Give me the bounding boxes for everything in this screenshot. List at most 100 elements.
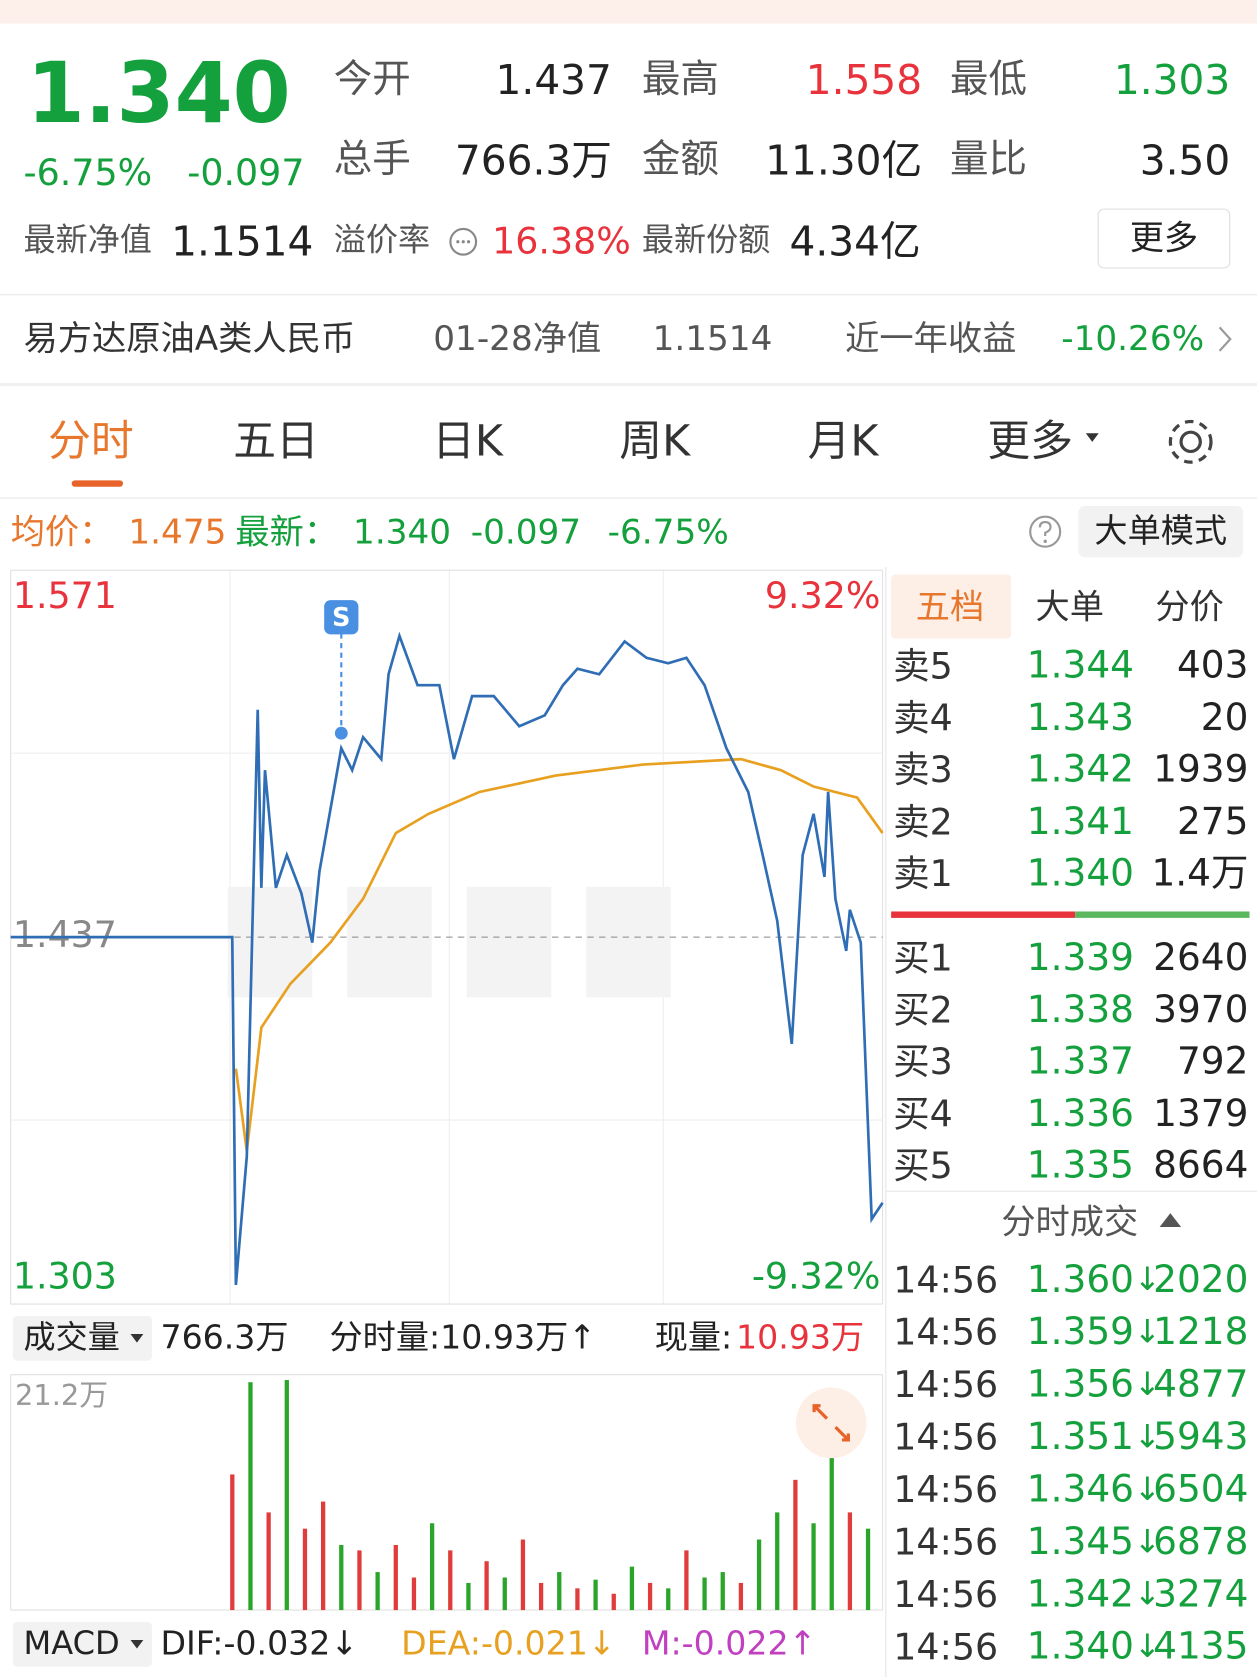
tab[interactable]: 五日 — [233, 417, 319, 467]
book-tab[interactable]: 五档 — [915, 586, 985, 627]
book-price: 1.341 — [1026, 800, 1134, 844]
volume-bar — [702, 1577, 707, 1611]
dropdown-caret — [130, 1334, 144, 1343]
trade-volume: 4877 — [1153, 1363, 1249, 1407]
volume-bar — [666, 1588, 671, 1611]
volume-bar — [230, 1474, 235, 1611]
return[interactable]: -10.26% — [1061, 317, 1205, 359]
more-button[interactable] — [1097, 208, 1231, 269]
mode-text[interactable]: 大单模式 — [1094, 511, 1228, 551]
book-volume: 3970 — [1153, 988, 1249, 1032]
current-label: 现量: — [654, 1318, 733, 1358]
trade-time: 14:56 — [893, 1626, 999, 1669]
mode-button[interactable] — [1078, 506, 1244, 558]
nav-date: 01-28净值 — [433, 317, 602, 359]
trade-price: 1.346 — [1026, 1468, 1134, 1512]
change-pct: -6.75% — [607, 511, 729, 553]
tab[interactable]: 周K — [619, 417, 691, 467]
trade-time: 14:56 — [893, 1416, 999, 1460]
book-price: 1.337 — [1026, 1040, 1134, 1084]
volume-bar — [629, 1566, 635, 1611]
vol-selector[interactable] — [12, 1315, 152, 1361]
trade-price: 1.359 — [1026, 1311, 1134, 1354]
price: 1.340 — [26, 46, 291, 143]
book-tab[interactable]: 大单 — [1035, 586, 1105, 627]
book-volume: 2640 — [1153, 936, 1249, 980]
change: -0.097 — [187, 151, 305, 195]
tab[interactable]: 更多 — [987, 417, 1074, 467]
trade-dir: ↓ — [1133, 1470, 1161, 1509]
dif: DIF:-0.032↓ — [160, 1624, 359, 1664]
volume-bar — [357, 1550, 362, 1611]
book-price: 1.339 — [1026, 936, 1134, 980]
book-tab[interactable]: 分价 — [1155, 586, 1224, 627]
volume-bar — [611, 1593, 616, 1611]
trade-volume: 6504 — [1153, 1468, 1249, 1512]
trade-time: 14:56 — [893, 1573, 999, 1617]
last-label: 最新： — [235, 511, 339, 553]
volume-bar — [266, 1512, 271, 1611]
trade-dir: ↓ — [1133, 1418, 1161, 1456]
more-text[interactable]: 更多 — [1129, 217, 1199, 258]
tab[interactable]: 月K — [807, 417, 879, 467]
chevron[interactable] — [1215, 324, 1236, 354]
volume-bar — [756, 1539, 762, 1611]
volume-bar — [847, 1512, 853, 1611]
volume-bar — [393, 1544, 398, 1611]
book-label: 卖2 — [893, 800, 953, 844]
book-label: 买3 — [893, 1040, 953, 1084]
stat-label: 金额 — [641, 138, 719, 182]
tab[interactable]: 分时 — [48, 417, 134, 467]
fund-nav: 1.1514 — [652, 317, 773, 359]
trade-dir: ↓ — [1133, 1628, 1161, 1666]
fund-name: 易方达原油A类人民币 — [23, 317, 356, 359]
collapse-caret[interactable] — [1158, 1210, 1184, 1229]
stat-label: 总手 — [333, 138, 411, 182]
book-volume: 20 — [1200, 696, 1249, 740]
y-tick-label: 1.437 — [13, 913, 117, 956]
change: -0.097 — [470, 511, 582, 553]
volume-bar — [811, 1523, 816, 1611]
book-volume: 792 — [1176, 1040, 1249, 1084]
y2-tick-label: -9.32% — [752, 1254, 881, 1297]
trade-price: 1.345 — [1026, 1520, 1134, 1564]
expand-button[interactable] — [795, 1386, 868, 1459]
book-label: 卖4 — [893, 696, 953, 740]
annotation: S — [332, 603, 350, 633]
trade-volume: 1218 — [1153, 1311, 1249, 1354]
stat-label: 今开 — [333, 57, 411, 102]
vol-label[interactable]: 成交量 — [23, 1319, 120, 1357]
trade-volume: 3274 — [1153, 1573, 1249, 1616]
book-volume: 1379 — [1153, 1092, 1249, 1136]
trade-price: 1.360 — [1026, 1258, 1134, 1302]
book-price: 1.335 — [1026, 1144, 1134, 1187]
volume-bar — [284, 1380, 289, 1611]
volume-bar — [829, 1431, 834, 1611]
book-label: 买2 — [893, 989, 953, 1032]
volume-bar — [593, 1579, 598, 1611]
y-tick-label: 1.303 — [13, 1254, 117, 1297]
trade-time: 14:56 — [893, 1521, 999, 1565]
trade-time: 14:56 — [893, 1468, 999, 1512]
volume-bar — [865, 1528, 871, 1611]
volume-bar — [538, 1582, 544, 1611]
macd-label[interactable]: MACD — [23, 1625, 120, 1663]
tab[interactable]: 日K — [432, 417, 503, 467]
book-label: 买1 — [893, 937, 953, 980]
macd-selector[interactable] — [12, 1621, 152, 1667]
book-volume: 275 — [1176, 800, 1249, 844]
tab-underline — [71, 480, 124, 487]
trade-price: 1.342 — [1026, 1573, 1134, 1616]
stat-value: 1.437 — [495, 56, 612, 104]
stat-label: 最低 — [949, 57, 1028, 102]
settings-icon[interactable] — [1162, 413, 1220, 471]
stat-label: 最高 — [641, 57, 719, 102]
nav: 1.1514 — [171, 218, 314, 266]
divider — [885, 1190, 1257, 1192]
ask-ratio — [891, 911, 1076, 918]
volume-bar — [302, 1528, 308, 1611]
book-price: 1.336 — [1026, 1092, 1134, 1136]
help-icon[interactable] — [1027, 514, 1063, 550]
book-price: 1.338 — [1026, 988, 1134, 1032]
